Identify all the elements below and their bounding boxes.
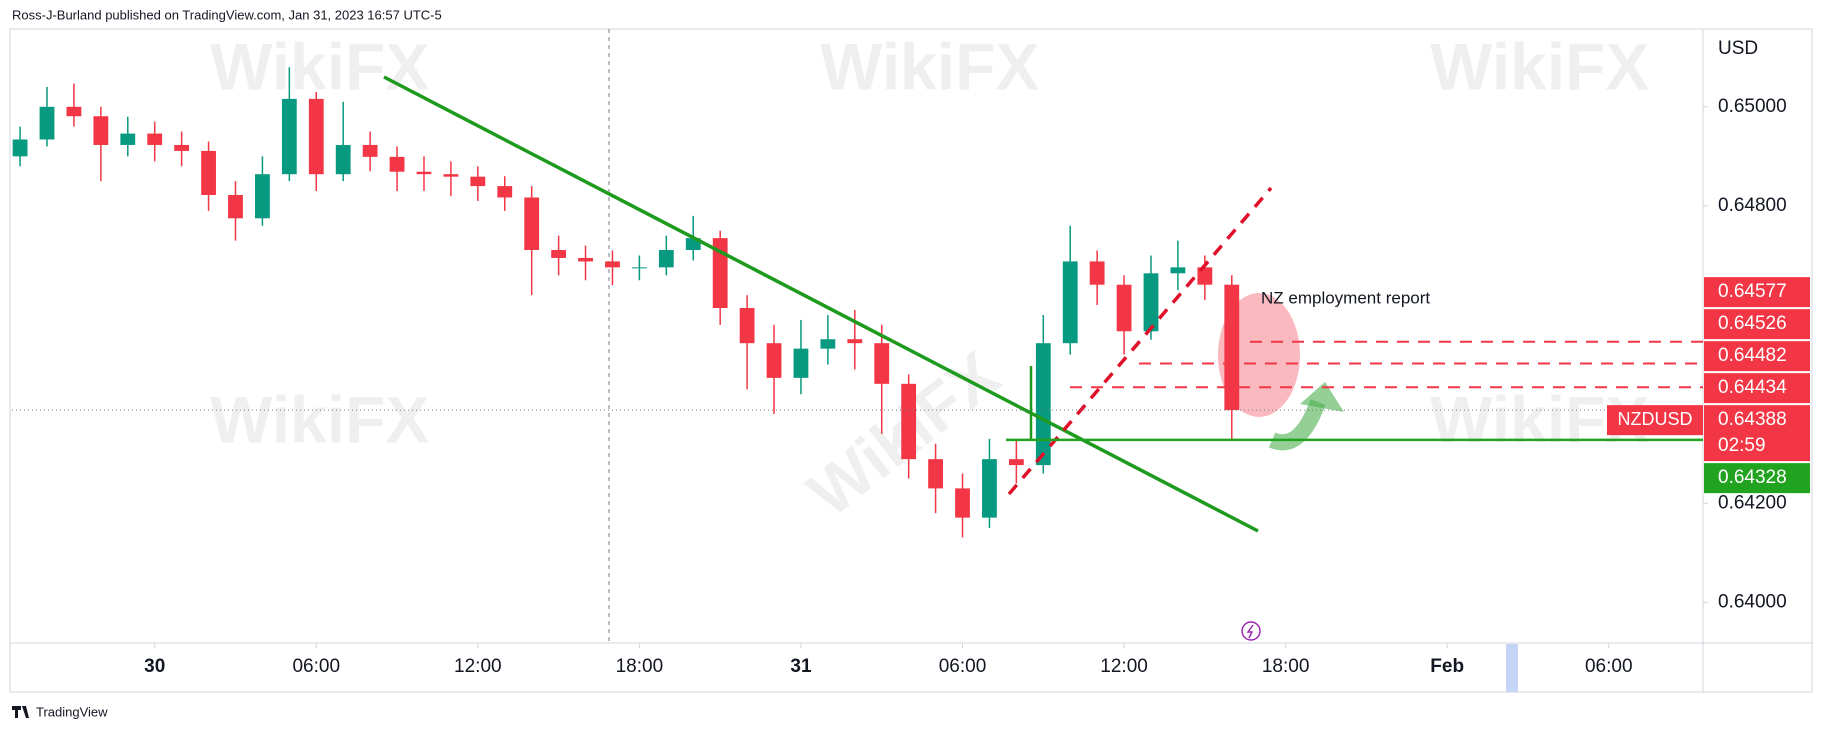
candle-body (1224, 284, 1240, 411)
event-icon[interactable] (1241, 621, 1261, 641)
footer-logo (12, 706, 29, 718)
candle-body (147, 133, 163, 145)
currency: USD (1718, 38, 1758, 59)
candle-body (928, 459, 943, 489)
candle-body (1143, 273, 1159, 332)
price-label-box (1704, 373, 1810, 404)
plot (12, 67, 1240, 538)
candle-body (820, 339, 836, 349)
candle-body (605, 261, 620, 268)
candle-body (389, 156, 405, 172)
candle-body (712, 238, 728, 309)
candle-body (174, 144, 190, 151)
symbol-box (1607, 405, 1703, 436)
candle-body (955, 488, 970, 518)
price-label-box (1704, 309, 1810, 340)
candle-body (793, 348, 809, 378)
x-tick-label: 18:00 (616, 656, 664, 677)
candle-body (335, 144, 351, 175)
trend-channel (1007, 186, 1273, 496)
candle-body (766, 343, 782, 378)
candle-body (120, 133, 136, 145)
candle-body (658, 250, 674, 268)
price-label-box (1704, 463, 1810, 494)
price-label: 0.64482 (1718, 345, 1787, 366)
y-tick-label: 0.64800 (1718, 195, 1787, 216)
candle-body (416, 171, 432, 175)
x-tick-label: Feb (1430, 656, 1464, 677)
candle-body (874, 343, 890, 384)
candle-body (93, 116, 109, 145)
x-tick-label: 12:00 (1100, 656, 1148, 677)
candle-body (982, 459, 997, 518)
candle-body (1197, 267, 1213, 285)
candle-body (1116, 284, 1132, 332)
candle-body (551, 250, 567, 258)
arrow-head (1300, 382, 1344, 412)
price-label: 0.64328 (1718, 467, 1787, 488)
candle-body (1008, 459, 1024, 466)
candle-body (739, 308, 755, 344)
price-label: 0.64577 (1718, 281, 1787, 302)
candle-body (443, 174, 459, 177)
header: Ross-J-Burland published on TradingView.… (12, 7, 442, 22)
candle-body (12, 139, 28, 157)
candle-body (631, 267, 647, 269)
x-tick-label: 31 (790, 656, 812, 677)
candle-body (1062, 261, 1078, 344)
candle-body (228, 195, 243, 219)
candle-body (524, 197, 540, 251)
watermark: WikiFX (820, 29, 1039, 103)
candle-body (901, 383, 917, 460)
highlight-ellipse (1218, 293, 1300, 417)
candle-body (685, 238, 701, 251)
footer: TradingView (36, 704, 108, 719)
price-label-box (1704, 277, 1810, 308)
candle-body (578, 257, 593, 262)
price-label: 0.64526 (1718, 313, 1787, 334)
event-icon-bolt (1246, 624, 1254, 639)
frame (9, 28, 1813, 693)
time-highlight (1506, 644, 1518, 692)
candle-body (1089, 261, 1105, 285)
last-price-box (1704, 405, 1810, 462)
candle-body (255, 174, 270, 219)
annotation: NZ employment report (1261, 288, 1430, 307)
y-tick-label: 0.64200 (1718, 492, 1787, 513)
y-tick-label: 0.65000 (1718, 96, 1787, 117)
candle-body (497, 186, 513, 198)
y-tick-label: 0.64000 (1718, 591, 1787, 612)
candle-body (201, 150, 216, 196)
candle-body (1035, 343, 1051, 466)
x-tick-label: 18:00 (1262, 656, 1310, 677)
candle-body (1170, 267, 1186, 274)
candle-body (470, 176, 486, 187)
arrow-shaft (1268, 399, 1326, 451)
last-price-label: 0.64388 (1718, 409, 1787, 430)
watermark: WikiFX (1430, 29, 1649, 103)
x-tick-label: 12:00 (454, 656, 502, 677)
trend-line (383, 75, 1259, 533)
candle-body (39, 106, 55, 140)
candle-body (66, 106, 82, 117)
x-tick-label: 06:00 (1585, 656, 1633, 677)
countdown: 02:59 (1718, 435, 1766, 456)
price-label: 0.64434 (1718, 377, 1787, 398)
candle-body (281, 98, 297, 175)
watermark: WikiFX (210, 29, 429, 103)
x-tick-label: 06:00 (292, 656, 340, 677)
x-tick-label: 06:00 (939, 656, 987, 677)
candle-body (847, 339, 863, 344)
symbol-label: NZDUSD (1618, 409, 1693, 429)
x-tick-label: 30 (144, 656, 165, 677)
candle-body (308, 98, 324, 175)
watermark: WikiFX (210, 382, 429, 456)
price-label-box (1704, 341, 1810, 372)
candle-body (362, 144, 378, 157)
